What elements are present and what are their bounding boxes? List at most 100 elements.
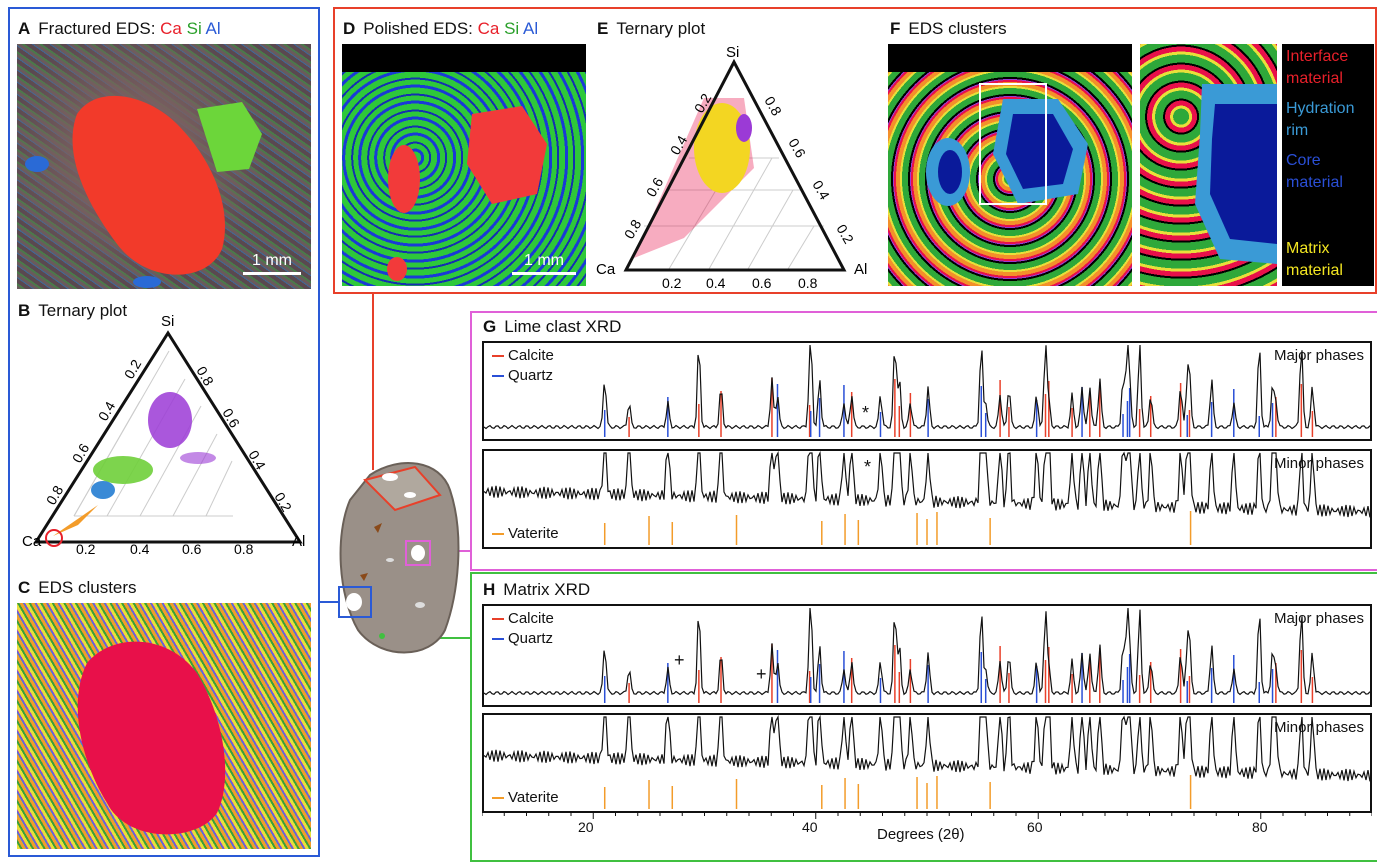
ternary-b-cluster-green: [93, 456, 153, 484]
ternary-b-right-tick: 0.2: [271, 490, 295, 515]
ternary-b-bottom-tick: 0.2: [76, 541, 96, 557]
panel-b-letter: B: [18, 301, 31, 320]
panel-a-title-text: Fractured EDS:: [38, 19, 161, 38]
panel-c-title-text: EDS clusters: [38, 578, 137, 597]
panel-a-al: Al: [205, 19, 221, 38]
ternary-e-bottom-tick: 0.8: [798, 275, 818, 290]
x-tick-label: 20: [578, 819, 594, 835]
legend-hydration: Hydration rim: [1286, 100, 1355, 139]
legend-calcite: Calcite: [492, 610, 554, 627]
panel-d-al: Al: [523, 19, 539, 38]
xrd-plot-g-major: Calcite Quartz Major phases *: [482, 341, 1372, 441]
ternary-b-right-tick: 0.8: [193, 364, 217, 389]
polished-eds-image: 1 mm: [342, 44, 586, 286]
ternary-b-si: Si: [161, 313, 174, 330]
panel-a-si: Si: [186, 19, 202, 38]
ternary-b-cluster-purple: [148, 392, 216, 464]
plus-marker: +: [756, 664, 767, 684]
ternary-b-bottom-tick: 0.8: [234, 541, 254, 557]
panel-g-title-text: Lime clast XRD: [504, 317, 622, 336]
ternary-e-bottom-tick: 0.4: [706, 275, 726, 290]
asterisk-marker: *: [864, 457, 872, 477]
ternary-e-si: Si: [726, 44, 739, 61]
x-tick-label: 80: [1252, 819, 1268, 835]
panel-d-title: D Polished EDS: Ca Si Al: [343, 19, 538, 39]
xrd-pattern-line: [484, 451, 1370, 518]
panel-e-letter: E: [597, 19, 609, 38]
xrd-pattern-line: [484, 344, 1370, 430]
ternary-e-right-tick: 0.8: [761, 94, 785, 119]
minor-phases-label: Minor phases: [1273, 719, 1364, 736]
legend-calcite-label: Calcite: [508, 610, 554, 627]
panel-d-letter: D: [343, 19, 356, 38]
legend-vaterite: Vaterite: [492, 525, 559, 542]
ternary-b-al: Al: [292, 533, 305, 550]
legend-core: Core material: [1286, 152, 1343, 191]
ternary-b-right-tick: 0.6: [219, 406, 243, 431]
panel-d-f-frame: [333, 7, 1377, 294]
ternary-e-al: Al: [854, 261, 867, 278]
x-tick-label: 60: [1027, 819, 1043, 835]
panel-f-letter: F: [890, 19, 901, 38]
panel-f-legend: Interface material Hydration rim Core ma…: [1282, 44, 1374, 286]
ternary-b-right-tick: 0.4: [245, 448, 269, 473]
eds-clusters-zoom-image: [1140, 44, 1277, 286]
minor-phases-label: Minor phases: [1273, 455, 1364, 472]
legend-quartz: Quartz: [492, 630, 553, 647]
panel-b-title-text: Ternary plot: [38, 301, 128, 320]
panel-e-title-text: Ternary plot: [616, 19, 706, 38]
ternary-e-bottom-tick: 0.2: [662, 275, 682, 290]
ternary-plot-b: Si Ca Al 0.2 0.4 0.6 0.8 0.2 0.4 0.6 0.8…: [22, 313, 305, 557]
panel-a-ca: Ca: [160, 19, 182, 38]
panel-a-title: A Fractured EDS: Ca Si Al: [18, 19, 221, 39]
xrd-x-axis: [482, 812, 1372, 819]
legend-quartz: Quartz: [492, 367, 553, 384]
legend-vaterite: Vaterite: [492, 789, 559, 806]
panel-h-title-text: Matrix XRD: [503, 580, 591, 599]
ternary-b-cluster-orange: [53, 505, 98, 536]
panel-a-scalebar: 1 mm: [243, 252, 301, 275]
legend-calcite: Calcite: [492, 347, 554, 364]
panel-e-title: E Ternary plot: [597, 19, 705, 39]
xrd-pattern-line: [484, 715, 1370, 782]
major-phases-label: Major phases: [1273, 610, 1364, 627]
ternary-e-ca: Ca: [596, 261, 616, 278]
ternary-b-left-tick: 0.6: [69, 440, 93, 465]
panel-c-title: C EDS clusters: [18, 578, 137, 598]
eds-clusters-image-c: [17, 603, 311, 849]
legend-quartz-label: Quartz: [508, 630, 554, 647]
x-tick-label: 40: [802, 819, 818, 835]
panel-d-scalebar: 1 mm: [512, 252, 576, 275]
ternary-b-bottom-tick: 0.6: [182, 541, 202, 557]
ternary-e-cluster-purple: [736, 114, 752, 142]
ternary-e-right-tick: 0.4: [809, 178, 833, 203]
panel-d-scale-label: 1 mm: [524, 252, 564, 269]
ternary-b-cluster-blue: [91, 481, 115, 499]
panel-g-title: G Lime clast XRD: [483, 317, 621, 337]
panel-d-title-text: Polished EDS:: [363, 19, 478, 38]
panel-c-letter: C: [18, 578, 31, 597]
ternary-b-ca: Ca: [22, 533, 42, 550]
ternary-b-left-tick: 0.8: [43, 482, 67, 507]
legend-quartz-label: Quartz: [508, 367, 554, 384]
legend-calcite-label: Calcite: [508, 347, 554, 364]
legend-matrix: Matrix material: [1286, 240, 1343, 279]
legend-vaterite-label: Vaterite: [508, 525, 559, 542]
xrd-plot-h-minor: Vaterite Minor phases: [482, 713, 1372, 813]
eds-clusters-image-f: [888, 44, 1132, 286]
panel-d-ca: Ca: [477, 19, 500, 38]
ternary-e-cluster-yellow: [694, 103, 750, 193]
asterisk-marker: *: [862, 403, 870, 423]
panel-h-letter: H: [483, 580, 496, 599]
panel-f-title: F EDS clusters: [890, 19, 1007, 39]
fractured-eds-image: 1 mm: [17, 44, 311, 289]
ternary-e-left-tick: 0.8: [621, 216, 645, 241]
ternary-e-right-tick: 0.6: [785, 136, 809, 161]
ternary-plot-e: Si Ca Al 0.2 0.4 0.6 0.8 0.2 0.4 0.6 0.8…: [596, 44, 867, 290]
major-phases-label: Major phases: [1273, 347, 1364, 364]
xrd-plot-h-major: Calcite Quartz Major phases + +: [482, 604, 1372, 707]
panel-a-letter: A: [18, 19, 31, 38]
x-axis-label: Degrees (2θ): [877, 826, 965, 843]
panel-h-title: H Matrix XRD: [483, 580, 590, 600]
panel-b-title: B Ternary plot: [18, 301, 127, 321]
